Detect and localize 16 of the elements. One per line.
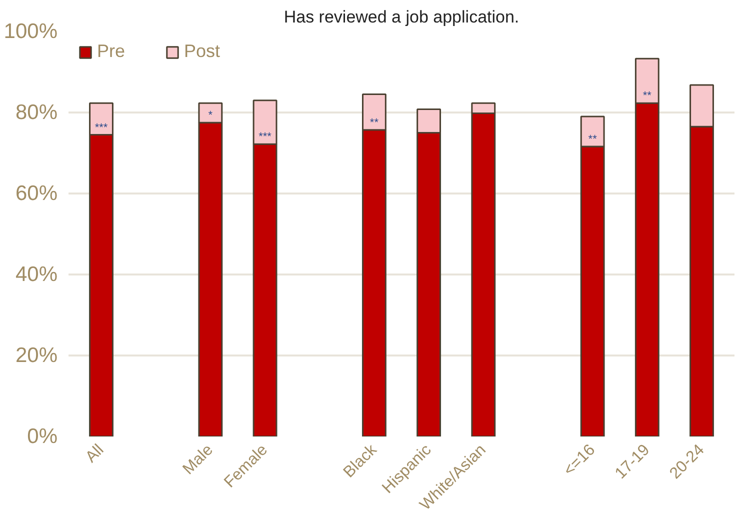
annotation: ***	[94, 122, 108, 134]
y-tick-label: 20%	[15, 344, 58, 367]
y-tick-label: 80%	[15, 101, 58, 124]
y-tick-label: 100%	[4, 20, 58, 43]
legend-label: Post	[184, 41, 220, 62]
annotation: *	[208, 110, 214, 122]
y-tick-label: 0%	[27, 425, 58, 448]
legend-label: Pre	[97, 41, 126, 62]
annotation: **	[588, 134, 598, 146]
annotation: **	[642, 90, 652, 102]
x-tick-label: All	[82, 441, 108, 466]
chart-title: Has reviewed a job application.	[284, 8, 520, 26]
annotation: **	[370, 116, 380, 129]
y-tick-label: 40%	[15, 263, 58, 286]
y-tick-label: 60%	[15, 182, 58, 205]
annotation: ***	[258, 131, 272, 144]
